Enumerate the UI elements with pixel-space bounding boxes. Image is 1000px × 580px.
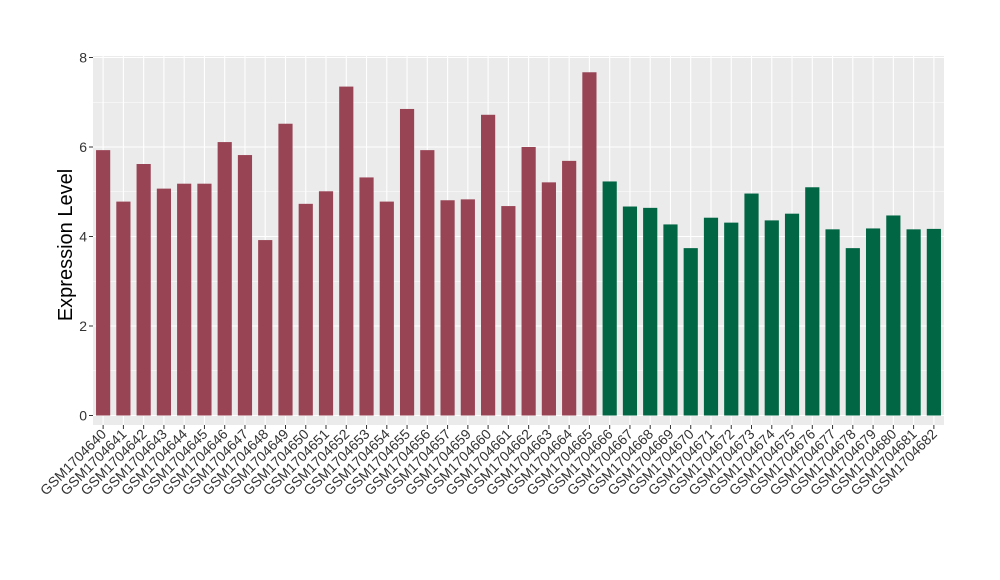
- y-tick-label: 0: [79, 408, 87, 424]
- bar-GSM1704654: [379, 201, 394, 416]
- bar-GSM1704661: [501, 206, 516, 416]
- bar-GSM1704643: [156, 188, 172, 416]
- bar-GSM1704670: [683, 248, 698, 416]
- bar-GSM1704673: [744, 193, 759, 416]
- bar-GSM1704671: [703, 217, 719, 416]
- bar-GSM1704679: [865, 228, 881, 416]
- bar-GSM1704682: [926, 228, 941, 416]
- y-tick-label: 8: [79, 50, 87, 66]
- bar-GSM1704677: [825, 229, 840, 416]
- bar-GSM1704645: [197, 183, 212, 416]
- bar-GSM1704675: [784, 213, 800, 416]
- bar-GSM1704664: [562, 160, 577, 416]
- bar-GSM1704652: [339, 86, 354, 416]
- bar-GSM1704646: [217, 142, 232, 416]
- bar-GSM1704663: [541, 182, 556, 416]
- bar-GSM1704669: [663, 224, 678, 416]
- bar-GSM1704674: [764, 220, 779, 416]
- bar-GSM1704678: [845, 248, 860, 416]
- bar-GSM1704651: [318, 191, 334, 416]
- bar-GSM1704649: [278, 123, 293, 416]
- bar-GSM1704681: [906, 229, 921, 416]
- bar-GSM1704660: [481, 114, 496, 416]
- bar-GSM1704659: [460, 199, 475, 416]
- bar-GSM1704656: [420, 150, 435, 416]
- bar-GSM1704650: [298, 203, 313, 416]
- bar-GSM1704641: [116, 201, 131, 416]
- bar-GSM1704648: [258, 240, 273, 416]
- bar-GSM1704662: [521, 147, 536, 416]
- bar-GSM1704640: [96, 150, 111, 416]
- bar-GSM1704642: [136, 164, 151, 416]
- bar-GSM1704676: [805, 187, 820, 416]
- bar-GSM1704644: [177, 183, 192, 416]
- bar-GSM1704667: [622, 206, 638, 416]
- y-axis-title: Expression Level: [55, 169, 77, 321]
- plot-panel: [93, 56, 944, 425]
- y-tick-label: 6: [79, 139, 87, 155]
- y-tick-label: 2: [79, 318, 87, 334]
- bar-GSM1704653: [359, 177, 374, 416]
- y-tick-label: 4: [79, 229, 87, 245]
- bar-GSM1704657: [440, 200, 455, 416]
- bar-GSM1704668: [643, 207, 658, 416]
- bar-GSM1704680: [886, 215, 901, 416]
- bar-GSM1704665: [582, 72, 597, 416]
- bar-GSM1704666: [602, 181, 617, 416]
- bar-GSM1704672: [724, 222, 739, 416]
- bar-GSM1704647: [237, 155, 253, 416]
- bar-GSM1704655: [399, 108, 415, 416]
- y-axis: 0 2 4 6 8: [79, 50, 93, 424]
- x-axis: GSM1704640GSM1704641GSM1704642GSM1704643…: [37, 425, 940, 498]
- bars: [96, 72, 941, 416]
